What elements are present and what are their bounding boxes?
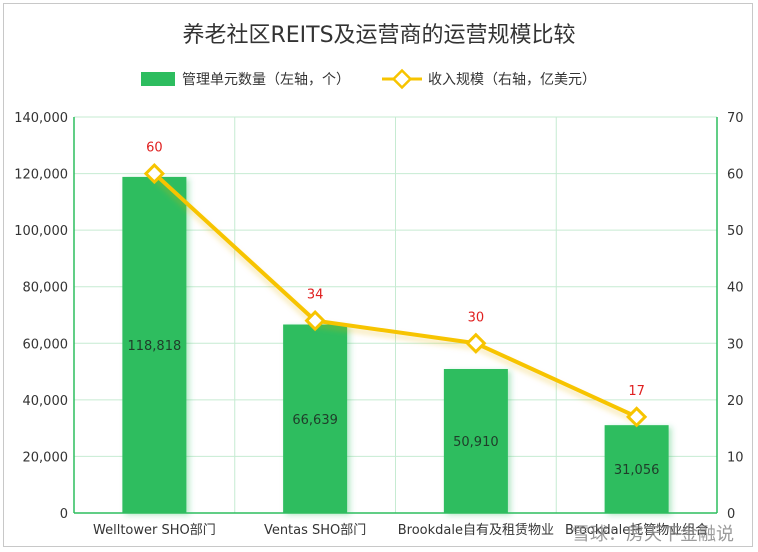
legend: 管理单元数量（左轴，个） 收入规模（右轴，亿美元） <box>141 68 596 90</box>
y-left-tick-label: 140,000 <box>14 111 68 126</box>
chart-title: 养老社区REITS及运营商的运营规模比较 <box>182 23 575 48</box>
bar-value-label: 31,056 <box>614 463 660 478</box>
x-category-label: Brookdale托管物业组合 <box>565 523 708 538</box>
y-right-tick-label: 20 <box>727 394 744 409</box>
line-point-marker[interactable] <box>465 332 487 354</box>
y-right-tick-label: 10 <box>727 450 744 465</box>
legend-bar-label: 管理单元数量（左轴，个） <box>182 72 350 88</box>
y-left-tick-label: 0 <box>60 507 68 522</box>
y-left-tick-label: 60,000 <box>23 337 69 352</box>
bar[interactable] <box>604 425 669 513</box>
line-point-marker[interactable] <box>626 406 648 428</box>
y-right-tick-label: 40 <box>727 281 744 296</box>
x-category-label: Welltower SHO部门 <box>93 523 216 538</box>
y-right-tick-label: 60 <box>727 168 744 183</box>
line-value-label: 17 <box>628 384 645 399</box>
legend-line-label: 收入规模（右轴，亿美元） <box>428 72 596 88</box>
bar[interactable] <box>443 368 508 513</box>
legend-item-line[interactable]: 收入规模（右轴，亿美元） <box>382 68 596 90</box>
y-left-tick-label: 40,000 <box>23 394 69 409</box>
line-path <box>153 172 638 419</box>
line-value-label: 30 <box>468 310 485 325</box>
legend-line-marker <box>391 68 413 90</box>
line-series <box>143 162 648 428</box>
line-point-marker[interactable] <box>304 310 326 332</box>
x-category-label: Ventas SHO部门 <box>264 523 366 538</box>
bar-series <box>122 176 669 513</box>
legend-bar-swatch <box>141 72 175 86</box>
line-point-marker[interactable] <box>143 162 165 185</box>
x-category-label: Brookdale自有及租赁物业 <box>398 523 554 538</box>
y-left-tick-label: 80,000 <box>23 281 69 296</box>
y-left-tick-label: 20,000 <box>23 450 69 465</box>
y-left-tick-label: 120,000 <box>14 168 68 183</box>
y-left-tick-label: 100,000 <box>14 224 68 239</box>
bar[interactable] <box>122 176 187 513</box>
bar-value-label: 50,910 <box>453 435 499 450</box>
y-right-tick-label: 50 <box>727 224 744 239</box>
line-value-label: 60 <box>146 141 163 156</box>
legend-item-bar[interactable]: 管理单元数量（左轴，个） <box>141 72 350 88</box>
chart-frame: 养老社区REITS及运营商的运营规模比较 管理单元数量（左轴，个） 收入规模（右… <box>3 3 753 547</box>
y-right-tick-label: 70 <box>727 111 744 126</box>
bar[interactable] <box>283 324 348 513</box>
bar-value-label: 118,818 <box>127 339 181 354</box>
line-value-label: 34 <box>307 288 324 303</box>
data-labels: 118,818 66,639 50,910 31,056 60 34 30 17 <box>127 141 659 479</box>
combo-chart: 养老社区REITS及运营商的运营规模比较 管理单元数量（左轴，个） 收入规模（右… <box>14 23 744 545</box>
y-right-tick-label: 0 <box>727 507 735 522</box>
y-right-tick-label: 30 <box>727 337 744 352</box>
bar-value-label: 66,639 <box>292 413 338 428</box>
watermark: 雪球：房天下金融说 <box>572 524 734 545</box>
